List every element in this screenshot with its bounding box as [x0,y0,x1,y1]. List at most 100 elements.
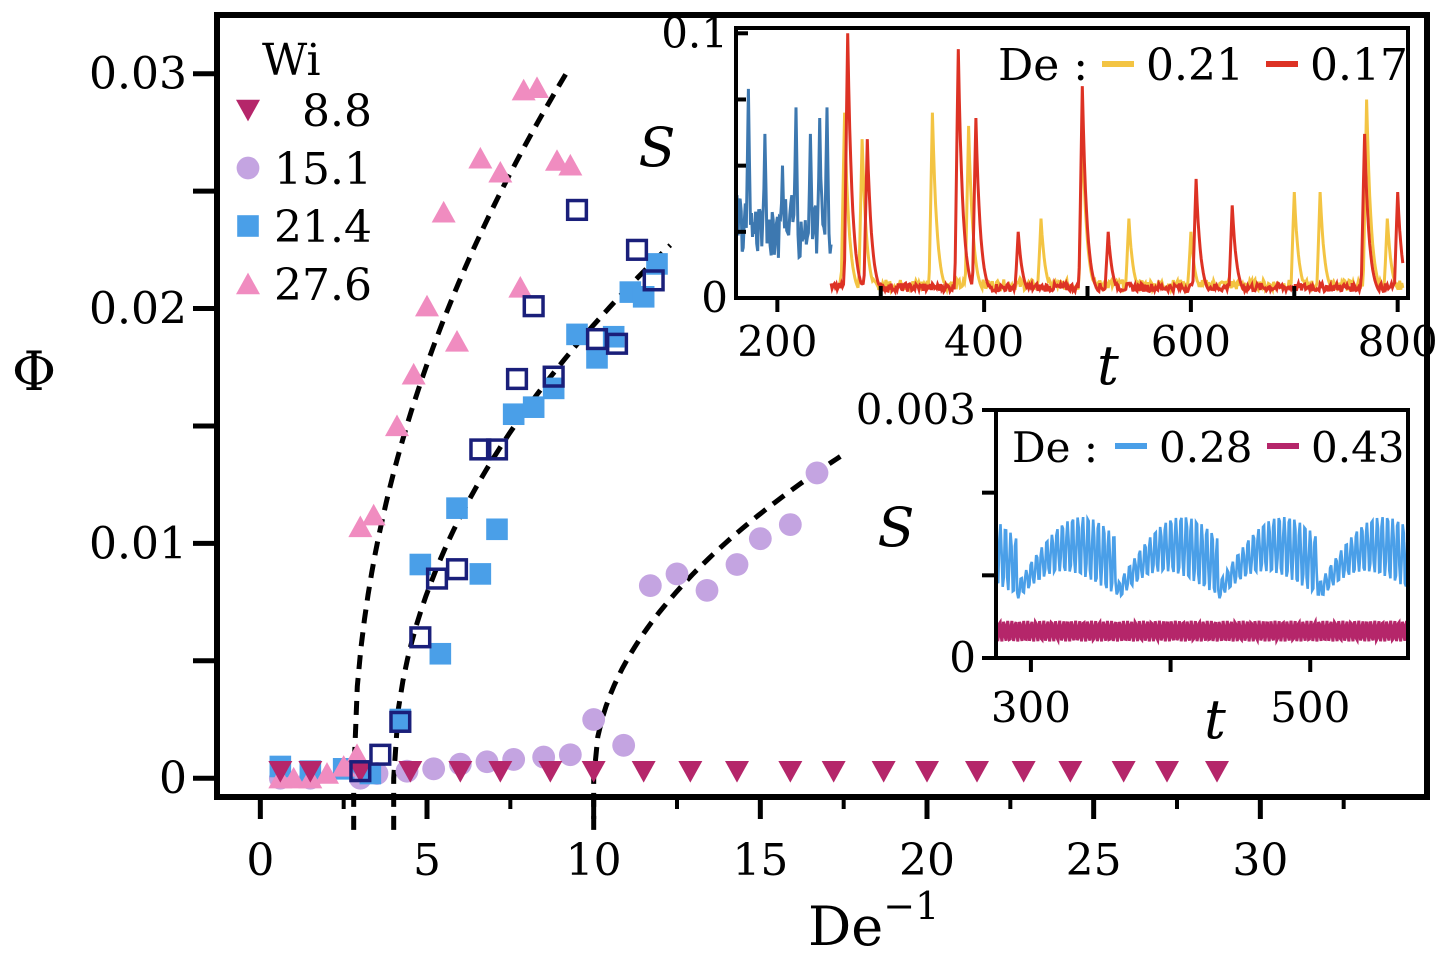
data-point [469,438,492,461]
data-point [558,153,583,176]
inset-bottom-legend: De : 0.28 0.43 [1012,423,1405,472]
y-axis-title: Φ [12,340,56,403]
inset-top-x-tick-label: 800 [1358,317,1438,366]
x-axis-title: De−1 [808,884,939,957]
data-point [398,760,423,783]
inset-bottom-x-title: t [1204,688,1226,751]
inset-bottom-frame [994,408,1410,660]
data-point [469,563,492,585]
legend-marker [236,156,260,180]
data-point [525,76,549,98]
data-point [915,760,939,783]
data-point [665,562,689,586]
data-point [345,743,369,765]
inset-bottom-ticks: 300 500 0 0.003 [856,385,1351,732]
legend-marker [236,99,260,122]
data-point [486,518,508,541]
data-point [268,760,293,783]
inset-bottom-line-0.28 [994,513,1409,599]
data-point [695,578,719,602]
inset-bottom-y-tick-label: 0.003 [856,385,976,434]
legend: Wi 8.8 15.1 21.4 27.6 [236,35,372,311]
x-tick-label: 25 [1066,835,1122,886]
data-point [612,733,636,757]
data-point [678,760,703,783]
inset-top-series [734,33,1405,297]
inset-bottom-legend-label: 0.28 [1159,423,1253,472]
data-point [558,743,582,767]
legend-label: 8.8 [302,86,372,137]
fit-curve [591,454,842,830]
main-data-points [268,76,1229,790]
x-tick-label: 10 [566,835,622,886]
data-point [369,743,392,766]
x-tick-label: 0 [246,835,274,886]
data-point [315,762,339,784]
data-point [409,626,432,649]
inset-top-x-title: t [1097,334,1119,397]
inset-bottom-x-tick-label: 300 [991,683,1071,732]
data-point [488,160,513,183]
data-point [445,330,469,352]
data-point [871,760,896,783]
data-point [566,323,588,346]
data-point [348,760,373,783]
legend-marker [236,272,260,295]
data-point [748,527,772,551]
inset-top-x-tick-label: 600 [1151,317,1231,366]
data-point [401,362,426,385]
inset-bottom-y-tick-label: 0 [949,633,976,682]
data-point [582,708,606,731]
inset-top-y-tick-label: 0 [701,273,728,322]
data-point [965,760,989,783]
inset-top-frame [734,26,1410,300]
x-axis-title-exponent: −1 [883,884,939,928]
inset-top-x-tick-label: 200 [737,317,817,366]
main-plot-frame [214,12,1430,800]
y-tick-label: 0.01 [89,518,187,569]
data-point [349,760,372,783]
data-point [538,760,563,783]
legend-label: 21.4 [274,202,372,253]
inset-top-legend: De : 0.21 0.17 [998,40,1408,91]
inset-bottom-y-title: S [878,496,915,559]
data-point [605,332,629,355]
data-point [625,238,649,261]
data-point [778,760,803,783]
inset-bottom-x-tick-label: 500 [1270,683,1350,732]
data-point [385,414,409,437]
data-point [409,553,432,576]
inset-bottom: 300 500 0 0.003 S t De : 0.28 0.43 [856,385,1410,751]
y-tick-label: 0 [159,753,187,804]
legend-title: Wi [262,35,321,86]
inset-top-ticks: 200 400 600 800 0 0.1 [661,8,1438,366]
data-point [725,760,749,783]
data-point [1155,760,1179,783]
y-tick-label: 0.02 [89,284,187,335]
data-point [485,438,509,461]
data-point [565,198,589,222]
inset-top: 200 400 600 800 0 0.1 S t De : 0.21 0.17 [639,8,1438,397]
data-point [581,760,606,783]
data-point [431,200,456,223]
data-point [725,553,749,576]
data-point [468,146,493,169]
data-point [1058,760,1083,783]
data-point [631,760,656,783]
x-tick-label: 5 [413,835,441,886]
legend-marker [237,215,259,237]
data-point [778,513,802,536]
data-point [642,269,665,292]
legend-label: 27.6 [274,260,372,311]
data-point [422,757,446,781]
inset-top-y-title: S [639,116,676,179]
data-point [522,295,545,318]
data-point [361,503,386,526]
inset-bottom-legend-title: De : [1012,423,1098,472]
inset-top-line-0.28 [734,88,833,261]
data-point [1205,760,1229,783]
inset-top-y-tick-label: 0.1 [661,8,728,57]
data-point [821,760,846,783]
